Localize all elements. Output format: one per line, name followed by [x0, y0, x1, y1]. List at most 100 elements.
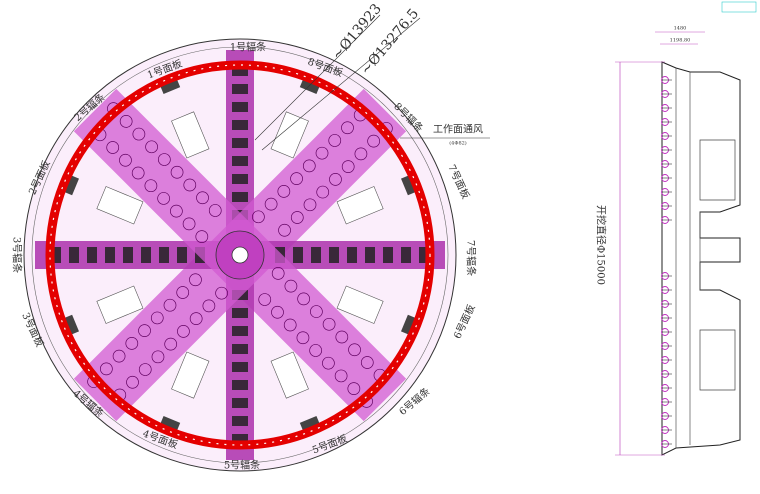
excavation-diameter: 开挖直径Φ15000 [595, 205, 608, 285]
cutter [258, 293, 272, 306]
scraper [232, 192, 248, 202]
scraper [232, 84, 248, 94]
cutter [271, 305, 284, 319]
spoke-label: 7号辐条 [465, 240, 478, 276]
scraper [159, 247, 169, 263]
cutter [328, 134, 342, 147]
cutter [196, 191, 209, 205]
cutter [106, 141, 120, 154]
cutter [277, 185, 291, 198]
cutter [131, 166, 145, 180]
scraper [232, 138, 248, 148]
cutter [347, 382, 361, 395]
spoke-label: 1号辐条 [230, 41, 266, 54]
cutter [125, 337, 139, 350]
cutter [341, 121, 354, 135]
cutter [354, 147, 368, 161]
cutter [138, 324, 151, 338]
scraper [232, 380, 248, 390]
scraper [232, 120, 248, 130]
cutter [278, 223, 291, 237]
scraper [87, 247, 97, 263]
cutter [183, 178, 197, 192]
cutter [163, 298, 177, 312]
cutter [170, 165, 184, 179]
cutter [341, 160, 355, 173]
cutter [195, 230, 209, 243]
center-hub-inner [231, 246, 249, 264]
scraper [141, 247, 151, 263]
scraper [232, 174, 248, 184]
side-plates [675, 68, 701, 448]
scraper [401, 247, 411, 263]
scraper [232, 326, 248, 336]
panel-label: 7号面板 [445, 162, 472, 200]
panel-opening [336, 186, 384, 225]
spoke-body [73, 88, 262, 277]
spoke-body [218, 88, 407, 277]
cutter [283, 318, 297, 332]
scraper [232, 362, 248, 372]
cutter [264, 197, 278, 211]
cutter [290, 172, 303, 185]
panel-opening [270, 351, 309, 399]
scraper [232, 416, 248, 426]
scraper [365, 247, 375, 263]
ventilation-spec: (4Φ82) [449, 140, 467, 147]
cutter [177, 325, 190, 338]
cutter [316, 185, 330, 199]
leader-line [261, 17, 421, 151]
scraper [177, 247, 187, 263]
cutter [150, 311, 164, 325]
cutter [335, 330, 349, 344]
scraper [347, 247, 357, 263]
cutter [170, 204, 183, 218]
cutter [309, 344, 323, 357]
cutter [157, 192, 170, 205]
cutter [132, 127, 146, 141]
cutter [360, 356, 374, 369]
scraper [232, 66, 248, 76]
cutter [367, 134, 380, 148]
side-ribs [699, 139, 736, 391]
cutter [138, 363, 152, 376]
cutter [164, 337, 178, 351]
dimension-label: 1198.80 [670, 38, 691, 44]
inner-rim [31, 46, 449, 464]
cutter [271, 267, 285, 280]
scraper [123, 247, 133, 263]
spoke-body [240, 241, 445, 269]
cutter [290, 211, 304, 224]
scraper [329, 247, 339, 263]
scraper [232, 308, 248, 318]
cutter [284, 279, 298, 293]
cutter [189, 312, 203, 325]
cutter [119, 153, 132, 167]
cutter [176, 286, 190, 299]
scraper [311, 247, 321, 263]
cutterhead-front-view [23, 38, 457, 472]
spoke-body [35, 241, 240, 269]
cutter [215, 286, 228, 300]
cutter [310, 305, 323, 318]
dimension-label: 1480 [674, 26, 687, 32]
scraper [293, 247, 303, 263]
panel-opening [336, 285, 384, 324]
spoke [73, 88, 262, 277]
red-ring-dash [49, 64, 431, 446]
cutter [157, 153, 171, 166]
scraper [232, 398, 248, 408]
scraper [232, 102, 248, 112]
panel-opening [96, 186, 144, 225]
cutter [302, 159, 316, 173]
spoke-body [218, 233, 407, 422]
cutter [119, 115, 133, 128]
cutter [189, 273, 202, 287]
scraper [232, 156, 248, 166]
cutter [296, 331, 310, 345]
ventilation-label: 工作面通风 [433, 124, 483, 136]
scraper [69, 247, 79, 263]
leader-line [254, 14, 381, 141]
cutterhead-side-view: 1480 1198.80 开挖直径Φ15000 [595, 26, 741, 456]
